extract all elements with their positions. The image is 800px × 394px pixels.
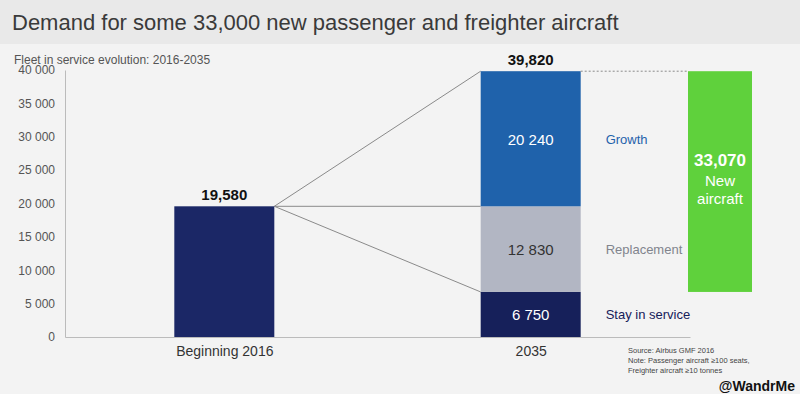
- y-tick-label: 15 000: [18, 230, 55, 244]
- data-label: 12 830: [508, 241, 554, 258]
- y-axis: 0 5 000 10 000 15 000 20 000 25 000 30 000 35 0…: [18, 63, 65, 344]
- y-tick-label: 25 000: [18, 163, 55, 177]
- x-axis-line: [66, 337, 691, 338]
- bars: [174, 71, 752, 337]
- x-axis: Beginning 2016 2035: [66, 337, 691, 359]
- y-tick-label: 35 000: [18, 97, 55, 111]
- note: Source: Airbus GMF 2016: [628, 346, 714, 355]
- bar: [481, 71, 581, 206]
- y-tick-label: 40 000: [18, 63, 55, 77]
- y-tick: 5 000: [25, 297, 65, 311]
- connectors: [274, 71, 480, 292]
- x-tick-label: Beginning 2016: [176, 343, 274, 359]
- connector-line: [274, 71, 480, 206]
- series-label: Replacement: [606, 242, 683, 257]
- data-label: 20 240: [508, 131, 554, 148]
- y-tick: 35 000: [18, 97, 65, 111]
- y-axis-line: [65, 71, 66, 338]
- y-tick: 20 000: [18, 197, 65, 211]
- x-tick: Beginning 2016: [176, 337, 274, 359]
- bar: [481, 292, 581, 337]
- y-tick-label: 10 000: [18, 264, 55, 278]
- total-label: 39,820: [508, 51, 554, 68]
- data-label: 6 750: [512, 306, 550, 323]
- y-tick: 25 000: [18, 163, 65, 177]
- y-tick: 10 000: [18, 264, 65, 278]
- chart: Demand for some 33,000 new passenger and…: [0, 0, 800, 394]
- bar: [174, 206, 274, 337]
- title: Demand for some 33,000 new passenger and…: [12, 10, 619, 35]
- new-aircraft-value: 33,070: [694, 151, 746, 170]
- y-tick-label: 30 000: [18, 130, 55, 144]
- new-aircraft-text: Newaircraft: [697, 172, 744, 207]
- y-tick-label: 0: [48, 330, 55, 344]
- watermark: @WandrMe: [719, 378, 795, 394]
- bar: [481, 206, 581, 292]
- y-tick: 15 000: [18, 230, 65, 244]
- connector-line: [274, 206, 480, 207]
- y-tick: 40 000: [18, 63, 65, 77]
- y-tick: 30 000: [18, 130, 65, 144]
- connector-line: [274, 206, 480, 292]
- data-label: 19,580: [201, 186, 247, 203]
- y-tick-label: 20 000: [18, 197, 55, 211]
- dotted-line: [581, 71, 688, 72]
- labels: 19,580 6 750 Stay in service 12 830 Replacem…: [201, 51, 746, 323]
- note: Note: Passenger aircraft ≥100 seats,: [628, 356, 750, 365]
- title-band: [0, 0, 800, 44]
- x-tick: 2035: [516, 337, 547, 359]
- note: Freighter aircraft ≥10 tonnes: [628, 366, 722, 375]
- x-tick-label: 2035: [516, 343, 547, 359]
- y-tick-label: 5 000: [25, 297, 55, 311]
- series-label: Stay in service: [606, 307, 691, 322]
- new-aircraft-bar: [688, 71, 752, 292]
- series-label: Growth: [606, 132, 648, 147]
- y-tick: 0: [48, 330, 65, 344]
